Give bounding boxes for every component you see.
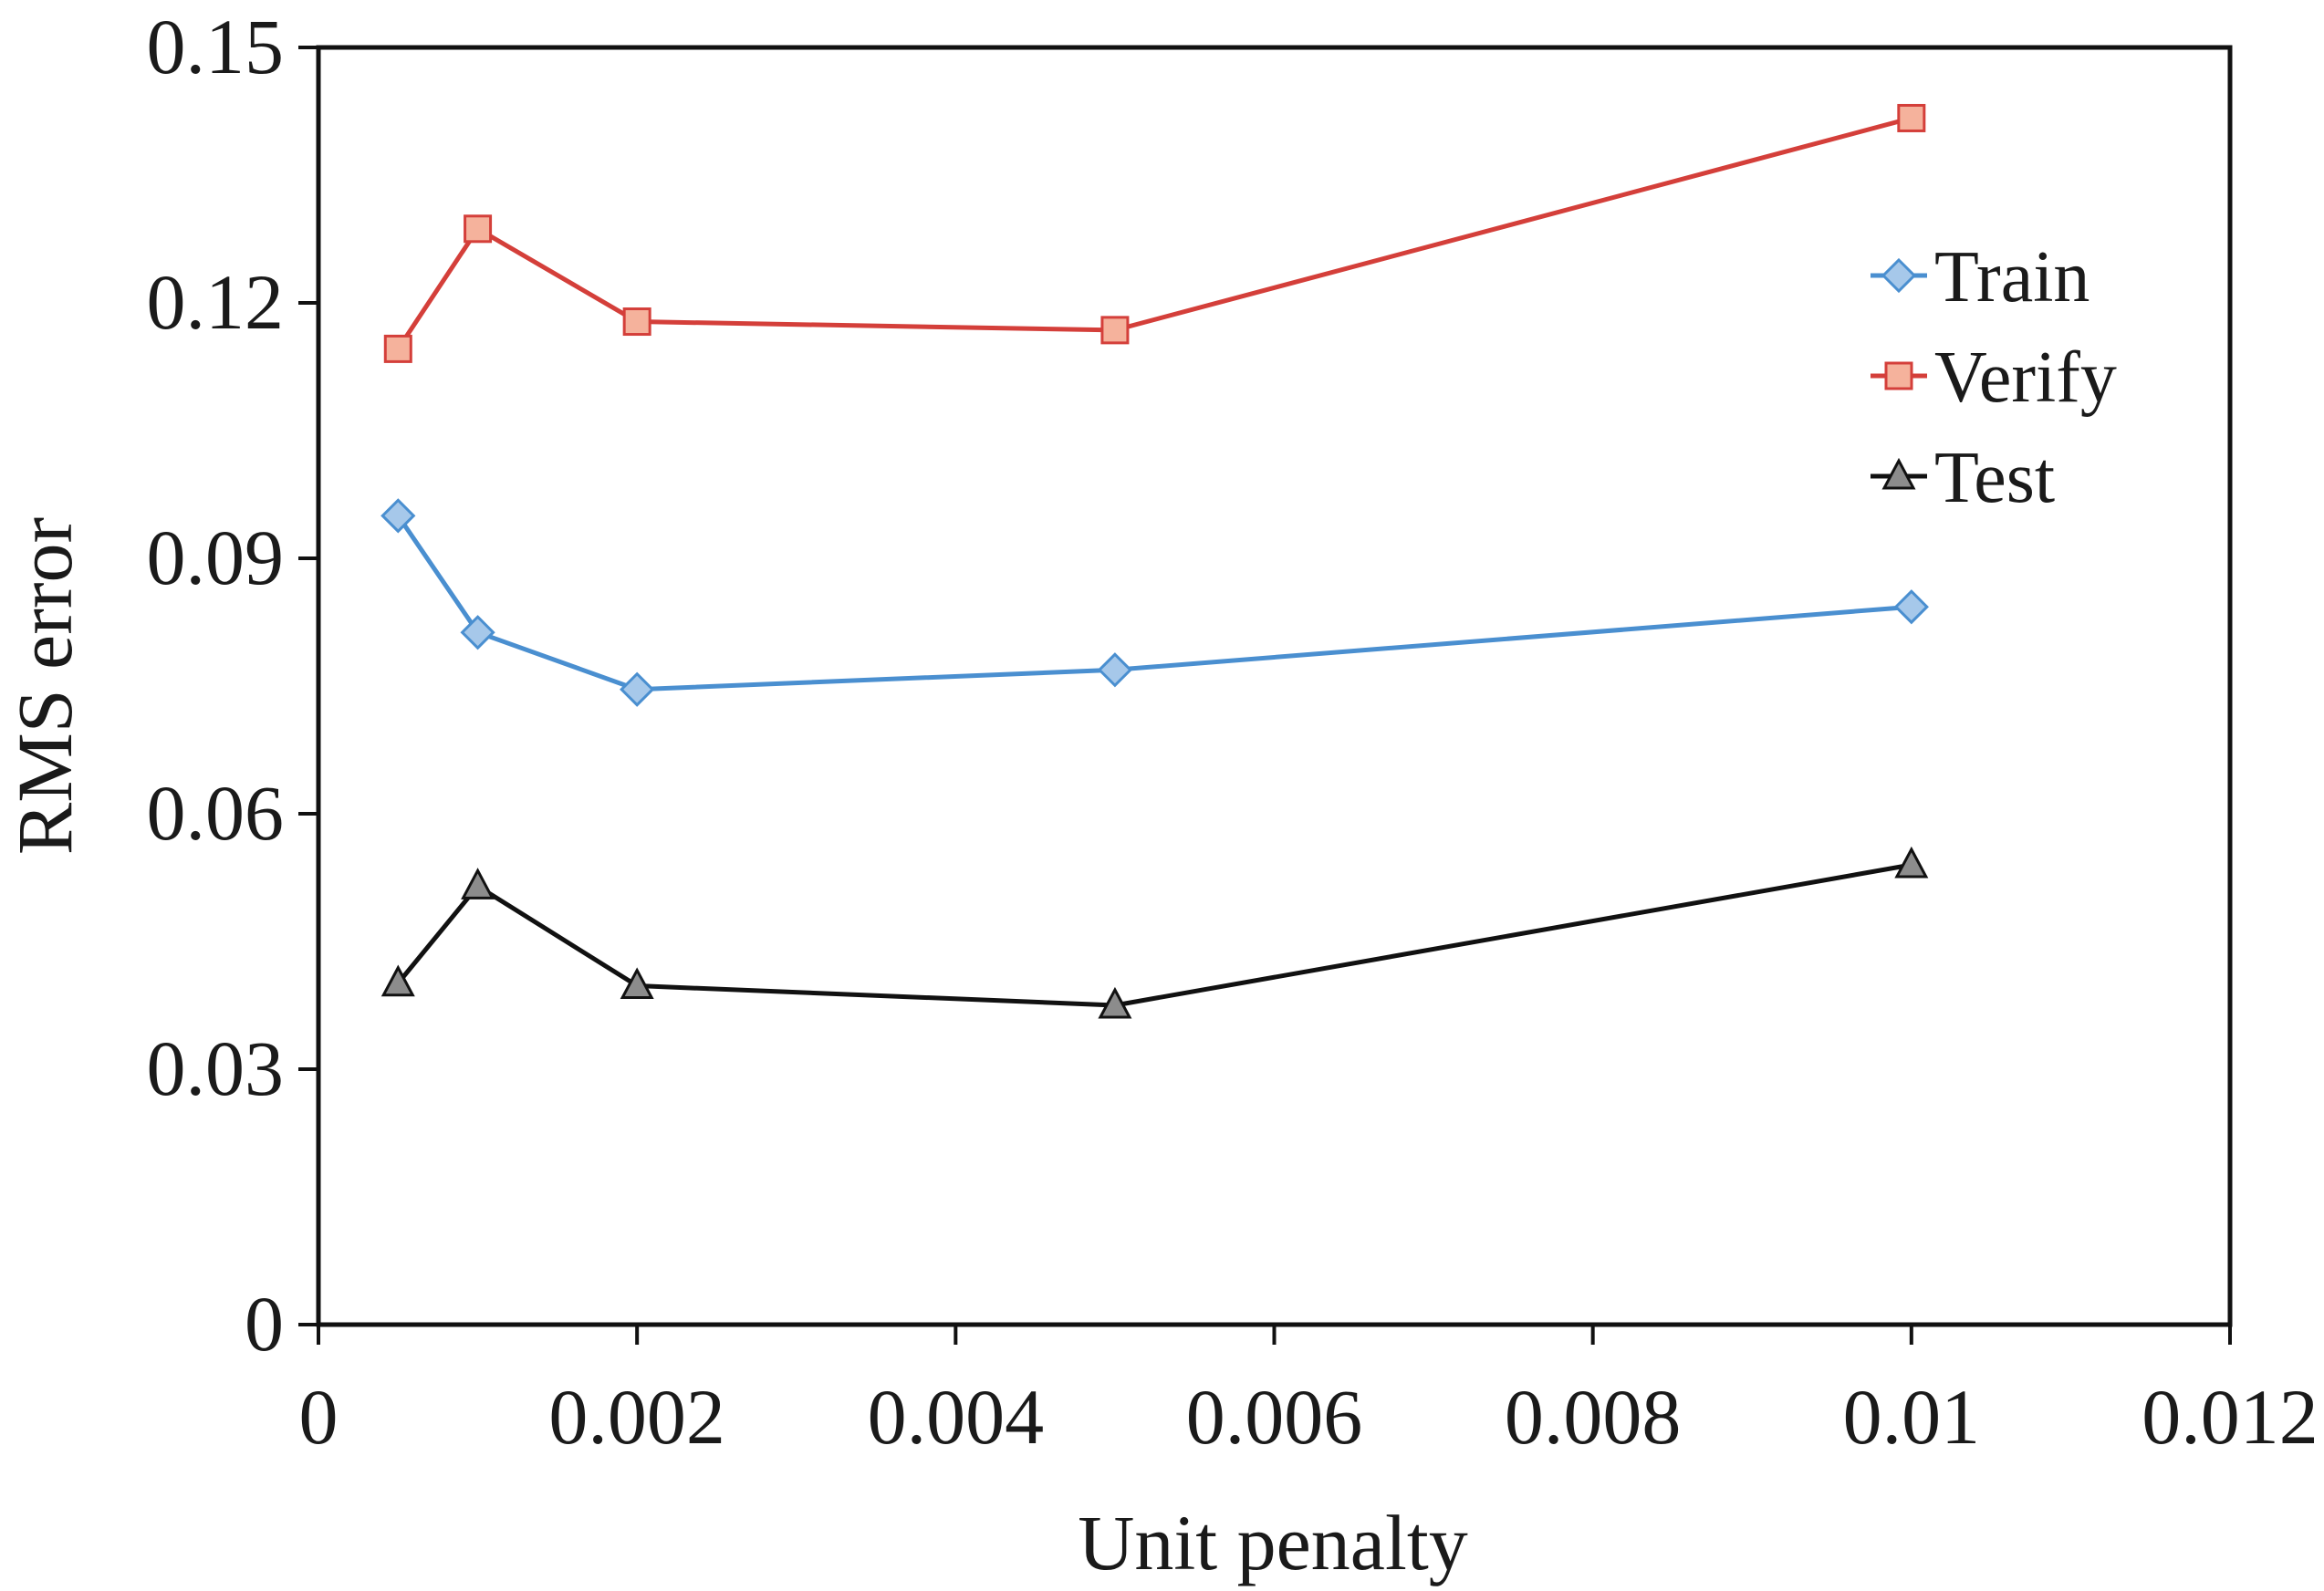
x-tick-label: 0.008: [1505, 1373, 1682, 1461]
x-tick-label: 0.01: [1843, 1373, 1981, 1461]
legend-label-train: Train: [1934, 237, 2090, 317]
data-point-test: [1894, 846, 1929, 879]
data-point-train: [1893, 589, 1929, 625]
x-tick-label: 0.004: [868, 1373, 1045, 1461]
legend-marker-verify: [1884, 361, 1913, 390]
data-point-test: [1098, 986, 1132, 1019]
legend-label-test: Test: [1934, 438, 2055, 518]
y-tick-label: 0.06: [147, 769, 285, 857]
data-point-train: [620, 671, 655, 707]
legend-label-verify: Verify: [1934, 338, 2117, 418]
data-point-test: [461, 868, 495, 899]
data-point-train: [380, 498, 416, 534]
legend-marker-train: [1881, 257, 1917, 294]
data-point-train: [460, 615, 495, 650]
data-point-test: [380, 964, 415, 997]
x-axis: 0 0.002 0.004 0.006 0.008 0.01 0.012: [299, 1325, 2319, 1461]
data-point-verify: [464, 214, 493, 244]
legend-marker-test: [1881, 457, 1916, 490]
x-tick-label: 0.012: [2142, 1373, 2319, 1461]
y-tick-label: 0.15: [147, 3, 285, 90]
data-point-verify: [383, 334, 412, 363]
y-tick-label: 0.12: [147, 258, 285, 346]
x-tick-label: 0: [299, 1373, 339, 1461]
data-point-verify: [1897, 103, 1926, 132]
y-tick-label: 0.09: [147, 514, 285, 601]
y-tick-label: 0: [245, 1280, 284, 1367]
data-point-test: [620, 967, 654, 1000]
x-tick-label: 0.006: [1186, 1373, 1363, 1461]
x-axis-title: Unit penalty: [1078, 1499, 1468, 1586]
legend: Train Verify Test: [1871, 237, 2117, 518]
y-axis: 0 0.03 0.06 0.09 0.12 0.15: [147, 3, 318, 1367]
y-axis-title: RMS error: [1, 517, 89, 855]
data-point-verify: [622, 307, 651, 337]
data-point-train: [1097, 652, 1133, 688]
x-tick-label: 0.002: [548, 1373, 725, 1461]
series-layer: [380, 103, 1929, 1019]
y-tick-label: 0.03: [147, 1024, 285, 1112]
data-point-verify: [1100, 316, 1130, 345]
